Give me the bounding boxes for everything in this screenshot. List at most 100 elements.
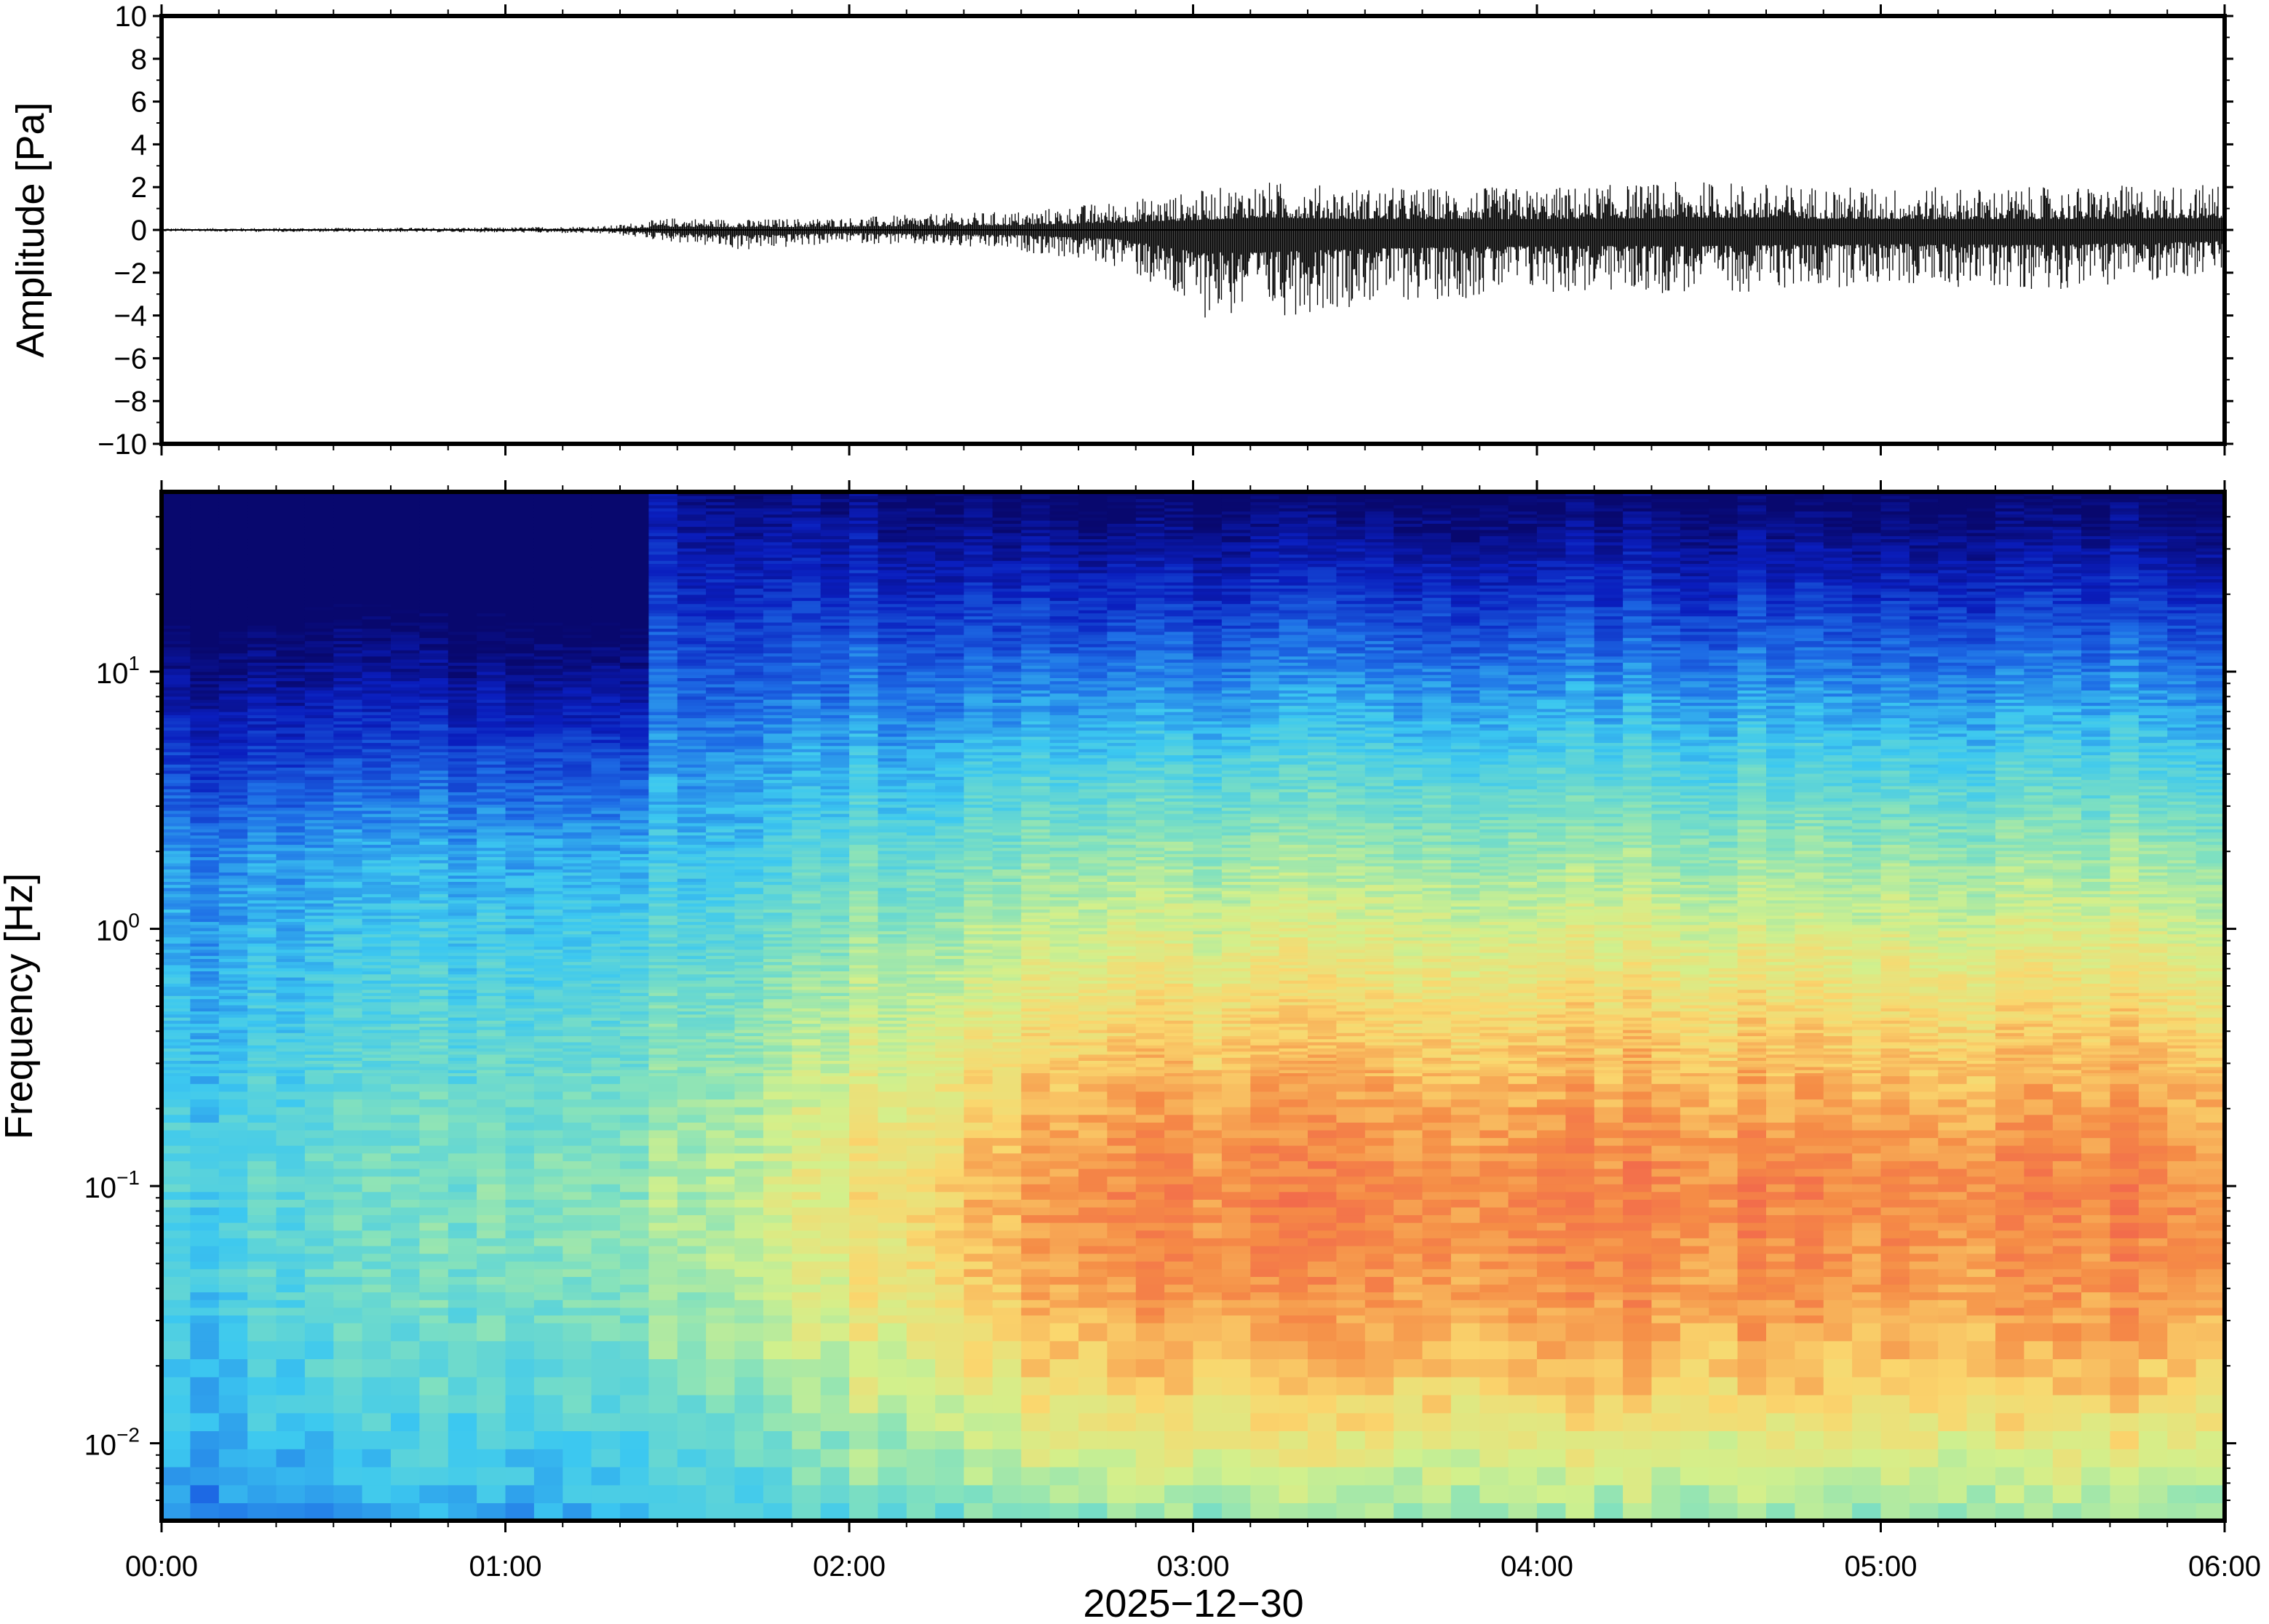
spectrogram-cell	[534, 533, 563, 536]
spectrogram-cell	[419, 1161, 448, 1169]
spectrogram-cell	[648, 983, 677, 987]
spectrogram-cell	[735, 1358, 764, 1377]
spectrogram-cell	[620, 946, 649, 950]
spectrogram-cell	[506, 1083, 535, 1091]
spectrogram-cell	[506, 755, 535, 758]
spectrogram-cell	[277, 1284, 306, 1292]
spectrogram-cell	[506, 526, 535, 530]
spectrogram-cell	[620, 925, 649, 928]
spectrogram-cell	[190, 702, 219, 706]
spectrogram-cell	[735, 1199, 764, 1207]
spectrogram-cell	[448, 1099, 477, 1107]
spectrogram-cell	[592, 783, 621, 787]
spectrogram-cell	[277, 841, 306, 845]
spectrogram-cell	[563, 888, 592, 891]
spectrogram-cell	[563, 616, 592, 619]
spectrogram-cell	[677, 1214, 707, 1222]
spectrogram-cell	[534, 798, 563, 802]
spectrogram-cell	[534, 893, 563, 897]
spectrogram-cell	[563, 1377, 592, 1396]
spectrogram-cell	[563, 798, 592, 802]
spectrogram-cell	[563, 607, 592, 610]
spectrogram-cell	[592, 856, 621, 860]
spectrogram-cell	[448, 622, 477, 626]
spectrogram-cell	[592, 925, 621, 928]
spectrogram-cell	[648, 990, 677, 993]
spectrogram-cell	[419, 968, 448, 971]
spectrogram-cell	[362, 1169, 392, 1177]
spectrogram-cell	[592, 1064, 621, 1067]
spectrogram-cell	[419, 1083, 448, 1091]
spectrogram-cell	[305, 1099, 334, 1107]
spectrogram-cell	[620, 755, 649, 758]
spectrogram-cell	[706, 505, 735, 509]
spectrogram-cell	[190, 1230, 219, 1238]
spectrogram-cell	[534, 1467, 563, 1486]
spectrogram-cell	[620, 570, 649, 573]
spectrogram-cell	[419, 1214, 448, 1222]
spectrogram-cell	[677, 946, 707, 950]
spectrogram-cell	[706, 946, 735, 950]
spectrogram-cell	[706, 674, 735, 678]
spectrogram-cell	[162, 505, 191, 509]
spectrogram-cell	[333, 813, 362, 817]
spectrogram-cell	[391, 616, 420, 619]
spectrogram-cell	[305, 1449, 334, 1468]
spectrogram-cell	[305, 1083, 334, 1091]
spectrogram-cell	[648, 851, 677, 854]
spectrogram-cell	[219, 1184, 248, 1192]
spectrogram-cell	[677, 1083, 707, 1091]
waveform-y-tick-label: −4	[114, 300, 147, 333]
spectrogram-cell	[162, 1413, 191, 1432]
spectrogram-cell	[391, 829, 420, 832]
spectrogram-cell	[477, 851, 506, 854]
spectrogram-cell	[333, 526, 362, 530]
spectrogram-cell	[506, 1358, 535, 1377]
spectrogram-cell	[219, 1238, 248, 1246]
spectrogram-cell	[506, 1261, 535, 1269]
spectrogram-cell	[219, 712, 248, 715]
spectrogram-cell	[162, 1070, 191, 1073]
spectrogram-cell	[677, 925, 707, 928]
spectrogram-cell	[735, 724, 764, 728]
spectrogram-cell	[563, 1276, 592, 1284]
spectrogram-cell	[620, 983, 649, 987]
spectrogram-cell	[506, 739, 535, 743]
spectrogram-cell	[735, 893, 764, 897]
spectrogram-cell	[620, 1485, 649, 1504]
spectrogram-cell	[448, 792, 477, 795]
spectrogram-cell	[506, 819, 535, 823]
spectrogram-cell	[706, 761, 735, 765]
spectrogram-cell	[247, 1137, 277, 1145]
spectrogram-cell	[162, 1207, 191, 1215]
spectrogram-cell	[190, 1502, 219, 1521]
spectrogram-cell	[391, 1027, 420, 1030]
spectrogram-cell	[620, 1192, 649, 1200]
spectrogram-cell	[448, 1291, 477, 1299]
spectrogram-cell	[419, 628, 448, 632]
spectrogram-cell	[391, 681, 420, 685]
spectrogram-cell	[419, 783, 448, 787]
spectrogram-cell	[477, 1284, 506, 1292]
spectrogram-cell	[592, 724, 621, 728]
spectrogram-cell	[419, 807, 448, 811]
spectrogram-cell	[735, 962, 764, 966]
spectrogram-cell	[277, 1192, 306, 1200]
spectrogram-cell	[563, 526, 592, 530]
spectrogram-cell	[706, 1269, 735, 1277]
spectrogram-cell	[648, 1091, 677, 1099]
spectrogram-cell	[563, 1176, 592, 1184]
spectrogram-cell	[305, 1192, 334, 1200]
spectrogram-cell	[219, 570, 248, 573]
spectrogram-cell	[162, 628, 191, 632]
spectrogram-cell	[620, 792, 649, 795]
spectrogram-cell	[190, 498, 219, 502]
spectrogram-cell	[735, 1222, 764, 1230]
spectrogram-cell	[362, 1145, 392, 1153]
spectrogram-cell	[162, 659, 191, 663]
spectrogram-cell	[620, 761, 649, 765]
spectrogram-cell	[534, 851, 563, 854]
spectrogram-cell	[419, 1238, 448, 1246]
spectrogram-cell	[362, 1027, 392, 1030]
spectrogram-cell	[448, 616, 477, 619]
